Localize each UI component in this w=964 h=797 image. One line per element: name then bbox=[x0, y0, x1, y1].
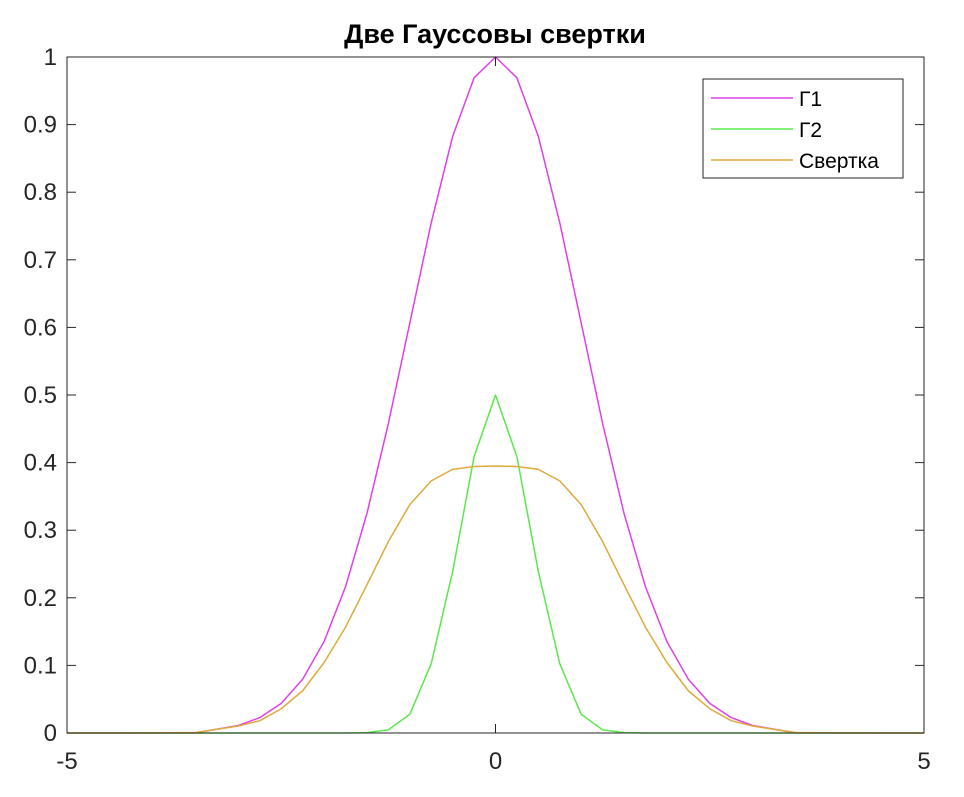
series-line-3 bbox=[67, 465, 924, 734]
legend-label-3: Свертка bbox=[799, 150, 879, 173]
y-tick-label: 0.7 bbox=[24, 247, 57, 274]
chart-title: Две Гауссовы свертки bbox=[344, 19, 646, 49]
legend: Г1 Г2 Свертка bbox=[702, 78, 904, 179]
y-tick-label: 1 bbox=[44, 44, 57, 71]
y-tick-label: 0.4 bbox=[24, 450, 57, 477]
y-tick-label: 0 bbox=[44, 720, 57, 747]
y-tick-label: 0.2 bbox=[24, 585, 57, 612]
y-tick-label: 0.6 bbox=[24, 314, 57, 341]
y-tick-label: 0.8 bbox=[24, 179, 57, 206]
y-tick-label: 0.5 bbox=[24, 382, 57, 409]
x-tick-label: -5 bbox=[56, 748, 77, 775]
x-tick-label: 0 bbox=[489, 748, 502, 775]
x-tick-label: 5 bbox=[917, 748, 930, 775]
y-tick-label: 0.9 bbox=[24, 112, 57, 139]
y-tick-label: 0.3 bbox=[24, 517, 57, 544]
legend-label-2: Г2 bbox=[799, 119, 822, 142]
legend-label-1: Г1 bbox=[799, 88, 822, 111]
tick-layer: -5 0 500.10.20.30.40.50.60.70.80.91 bbox=[24, 44, 931, 775]
y-tick-label: 0.1 bbox=[24, 652, 57, 679]
